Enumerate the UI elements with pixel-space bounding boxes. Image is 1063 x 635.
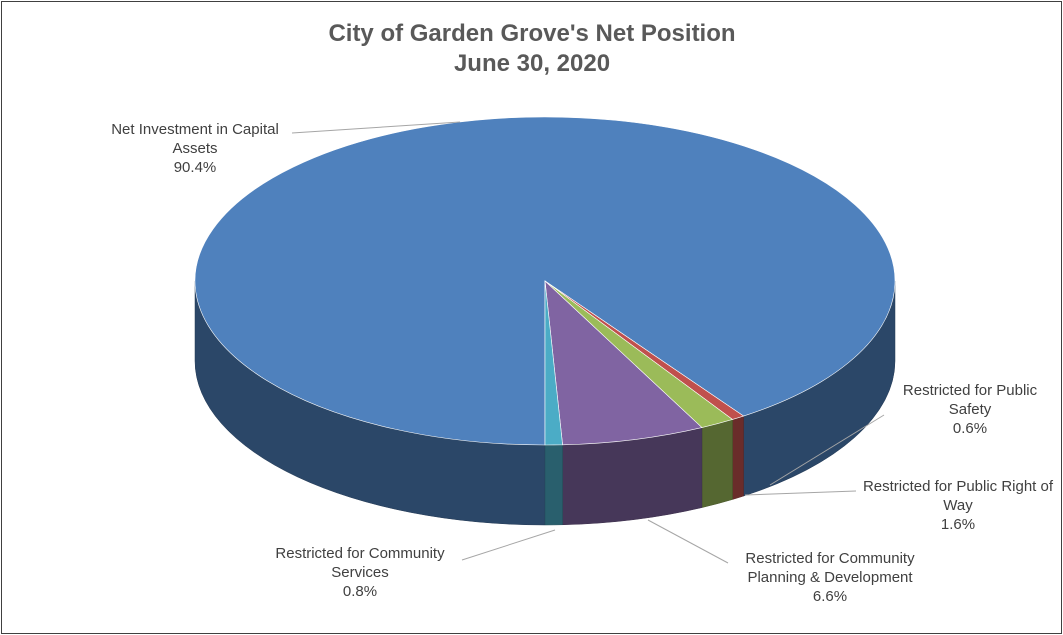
data-label: Restricted for Community Planning & Deve… — [720, 549, 940, 606]
data-label: Restricted for Public Safety 0.6% — [895, 381, 1045, 438]
slice — [544, 280, 703, 446]
chart-title: City of Garden Grove's Net Position — [328, 20, 735, 47]
value-label: 90.4% — [173, 159, 217, 176]
category-label: Restricted for Community Services — [275, 545, 445, 581]
data-label: Net Investment in Capital Assets 90.4% — [90, 120, 300, 177]
leader-line — [769, 414, 885, 486]
category-label: Net Investment in Capital Assets — [111, 121, 279, 157]
leader-line — [291, 121, 461, 134]
data-label: Restricted for Community Services 0.8% — [255, 544, 465, 601]
value-label: 1.6% — [940, 516, 976, 533]
value-label: 0.6% — [952, 420, 988, 437]
slice-side — [732, 415, 744, 500]
leader-line — [647, 519, 729, 564]
value-label: 0.8% — [342, 583, 378, 600]
leader-line — [744, 490, 857, 496]
slice-side — [544, 444, 563, 526]
category-label: Restricted for Public Safety — [902, 382, 1038, 418]
leader-lines — [291, 121, 885, 564]
chart-subtitle: June 30, 2020 — [454, 50, 610, 77]
value-label: 6.6% — [812, 588, 848, 605]
leader-line — [461, 529, 556, 561]
slice-side — [701, 419, 733, 508]
slice — [544, 280, 563, 446]
category-label: Restricted for Public Right of Way — [862, 478, 1054, 514]
data-label: Restricted for Public Right of Way 1.6% — [853, 477, 1063, 534]
category-label: Restricted for Community Planning & Deve… — [745, 550, 915, 586]
